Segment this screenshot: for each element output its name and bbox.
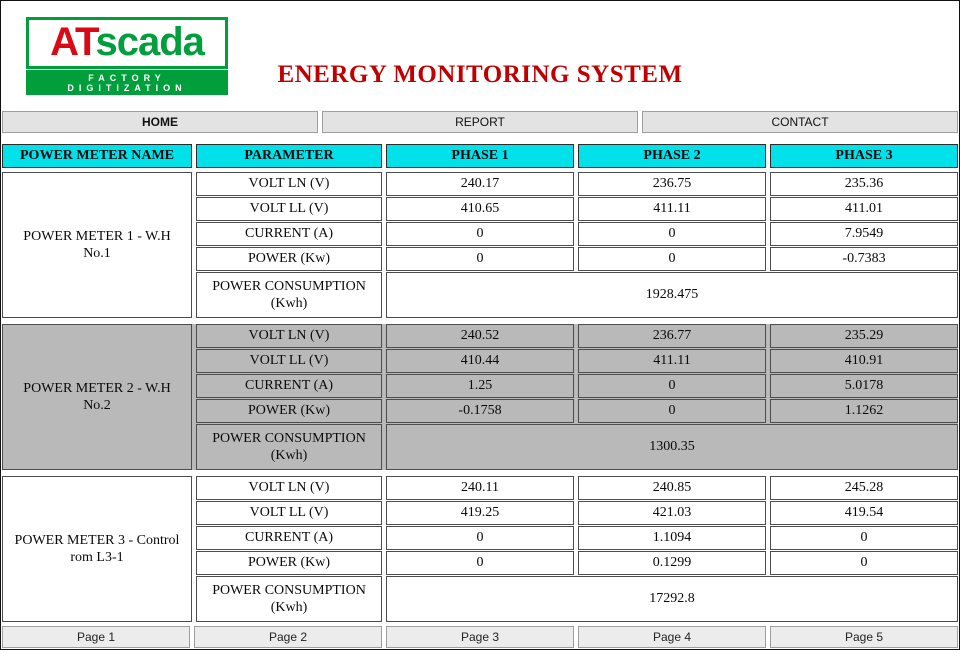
parameter-cell: POWER (Kw) bbox=[196, 247, 382, 271]
phase1-value-cell: 240.11 bbox=[386, 476, 574, 500]
nav-tab-report[interactable]: REPORT bbox=[322, 111, 638, 133]
phase2-value-cell: 0 bbox=[578, 399, 766, 423]
meter-name-cell: POWER METER 1 - W.H No.1 bbox=[2, 172, 192, 318]
parameter-cell: VOLT LN (V) bbox=[196, 476, 382, 500]
column-header-phase2: PHASE 2 bbox=[578, 144, 766, 168]
parameter-cell: CURRENT (A) bbox=[196, 526, 382, 550]
nav-bar: HOME REPORT CONTACT bbox=[2, 111, 958, 133]
consumption-label-cell: POWER CONSUMPTION (Kwh) bbox=[196, 272, 382, 318]
header: ATscada FACTORY DIGITIZATION ENERGY MONI… bbox=[2, 1, 958, 111]
phase1-value-cell: 419.25 bbox=[386, 501, 574, 525]
consumption-value-cell: 1928.475 bbox=[386, 272, 958, 318]
logo-text-scada: scada bbox=[95, 20, 204, 64]
phase3-value-cell: 419.54 bbox=[770, 501, 958, 525]
phase2-value-cell: 411.11 bbox=[578, 349, 766, 373]
consumption-value-cell: 17292.8 bbox=[386, 576, 958, 622]
phase2-value-cell: 236.77 bbox=[578, 324, 766, 348]
phase3-value-cell: 411.01 bbox=[770, 197, 958, 221]
phase2-value-cell: 240.85 bbox=[578, 476, 766, 500]
page-1-button[interactable]: Page 1 bbox=[2, 626, 190, 648]
phase1-value-cell: 410.65 bbox=[386, 197, 574, 221]
nav-tab-home[interactable]: HOME bbox=[2, 111, 318, 133]
phase3-value-cell: 0 bbox=[770, 526, 958, 550]
phase2-value-cell: 411.11 bbox=[578, 197, 766, 221]
phase1-value-cell: 1.25 bbox=[386, 374, 574, 398]
phase1-value-cell: 0 bbox=[386, 222, 574, 246]
parameter-cell: VOLT LL (V) bbox=[196, 197, 382, 221]
consumption-label-cell: POWER CONSUMPTION (Kwh) bbox=[196, 576, 382, 622]
phase2-value-cell: 236.75 bbox=[578, 172, 766, 196]
phase3-value-cell: 245.28 bbox=[770, 476, 958, 500]
phase3-value-cell: 410.91 bbox=[770, 349, 958, 373]
nav-tab-contact[interactable]: CONTACT bbox=[642, 111, 958, 133]
phase2-value-cell: 0 bbox=[578, 247, 766, 271]
phase2-value-cell: 1.1094 bbox=[578, 526, 766, 550]
meter-table-body: POWER METER 1 - W.H No.1 VOLT LN (V) 240.1… bbox=[2, 168, 958, 622]
column-header-parameter: PARAMETER bbox=[196, 144, 382, 168]
parameter-cell: CURRENT (A) bbox=[196, 222, 382, 246]
phase1-value-cell: 0 bbox=[386, 551, 574, 575]
page-5-button[interactable]: Page 5 bbox=[770, 626, 958, 648]
column-header-phase1: PHASE 1 bbox=[386, 144, 574, 168]
phase1-value-cell: -0.1758 bbox=[386, 399, 574, 423]
logo-text-at: AT bbox=[50, 20, 96, 64]
phase3-value-cell: 235.29 bbox=[770, 324, 958, 348]
meter-section: POWER METER 2 - W.H No.2 VOLT LN (V) 240.5… bbox=[2, 324, 958, 470]
parameter-cell: POWER (Kw) bbox=[196, 551, 382, 575]
table-header-row: POWER METER NAME PARAMETER PHASE 1 PHASE… bbox=[2, 144, 958, 168]
phase2-value-cell: 0 bbox=[578, 374, 766, 398]
meter-section: POWER METER 1 - W.H No.1 VOLT LN (V) 240.1… bbox=[2, 172, 958, 318]
meter-section: POWER METER 3 - Control rom L3-1 VOLT LN … bbox=[2, 476, 958, 622]
parameter-cell: CURRENT (A) bbox=[196, 374, 382, 398]
page-2-button[interactable]: Page 2 bbox=[194, 626, 382, 648]
phase3-value-cell: 7.9549 bbox=[770, 222, 958, 246]
phase2-value-cell: 0 bbox=[578, 222, 766, 246]
phase1-value-cell: 240.17 bbox=[386, 172, 574, 196]
phase3-value-cell: 5.0178 bbox=[770, 374, 958, 398]
phase3-value-cell: 235.36 bbox=[770, 172, 958, 196]
page-title: ENERGY MONITORING SYSTEM bbox=[277, 61, 683, 88]
meter-name-cell: POWER METER 2 - W.H No.2 bbox=[2, 324, 192, 470]
consumption-label-cell: POWER CONSUMPTION (Kwh) bbox=[196, 424, 382, 470]
phase2-value-cell: 421.03 bbox=[578, 501, 766, 525]
phase1-value-cell: 0 bbox=[386, 526, 574, 550]
logo-wordmark: ATscada bbox=[26, 17, 228, 69]
atscada-logo: ATscada FACTORY DIGITIZATION bbox=[26, 17, 228, 95]
meter-name-cell: POWER METER 3 - Control rom L3-1 bbox=[2, 476, 192, 622]
column-header-phase3: PHASE 3 bbox=[770, 144, 958, 168]
phase3-value-cell: -0.7383 bbox=[770, 247, 958, 271]
page-3-button[interactable]: Page 3 bbox=[386, 626, 574, 648]
parameter-cell: VOLT LL (V) bbox=[196, 349, 382, 373]
logo-subtitle: FACTORY DIGITIZATION bbox=[26, 70, 228, 95]
parameter-cell: VOLT LL (V) bbox=[196, 501, 382, 525]
column-header-meter-name: POWER METER NAME bbox=[2, 144, 192, 168]
phase3-value-cell: 1.1262 bbox=[770, 399, 958, 423]
parameter-cell: VOLT LN (V) bbox=[196, 324, 382, 348]
parameter-cell: VOLT LN (V) bbox=[196, 172, 382, 196]
parameter-cell: POWER (Kw) bbox=[196, 399, 382, 423]
phase1-value-cell: 410.44 bbox=[386, 349, 574, 373]
phase1-value-cell: 240.52 bbox=[386, 324, 574, 348]
page-4-button[interactable]: Page 4 bbox=[578, 626, 766, 648]
phase3-value-cell: 0 bbox=[770, 551, 958, 575]
phase2-value-cell: 0.1299 bbox=[578, 551, 766, 575]
consumption-value-cell: 1300.35 bbox=[386, 424, 958, 470]
pagination: Page 1 Page 2 Page 3 Page 4 Page 5 bbox=[2, 626, 958, 648]
phase1-value-cell: 0 bbox=[386, 247, 574, 271]
